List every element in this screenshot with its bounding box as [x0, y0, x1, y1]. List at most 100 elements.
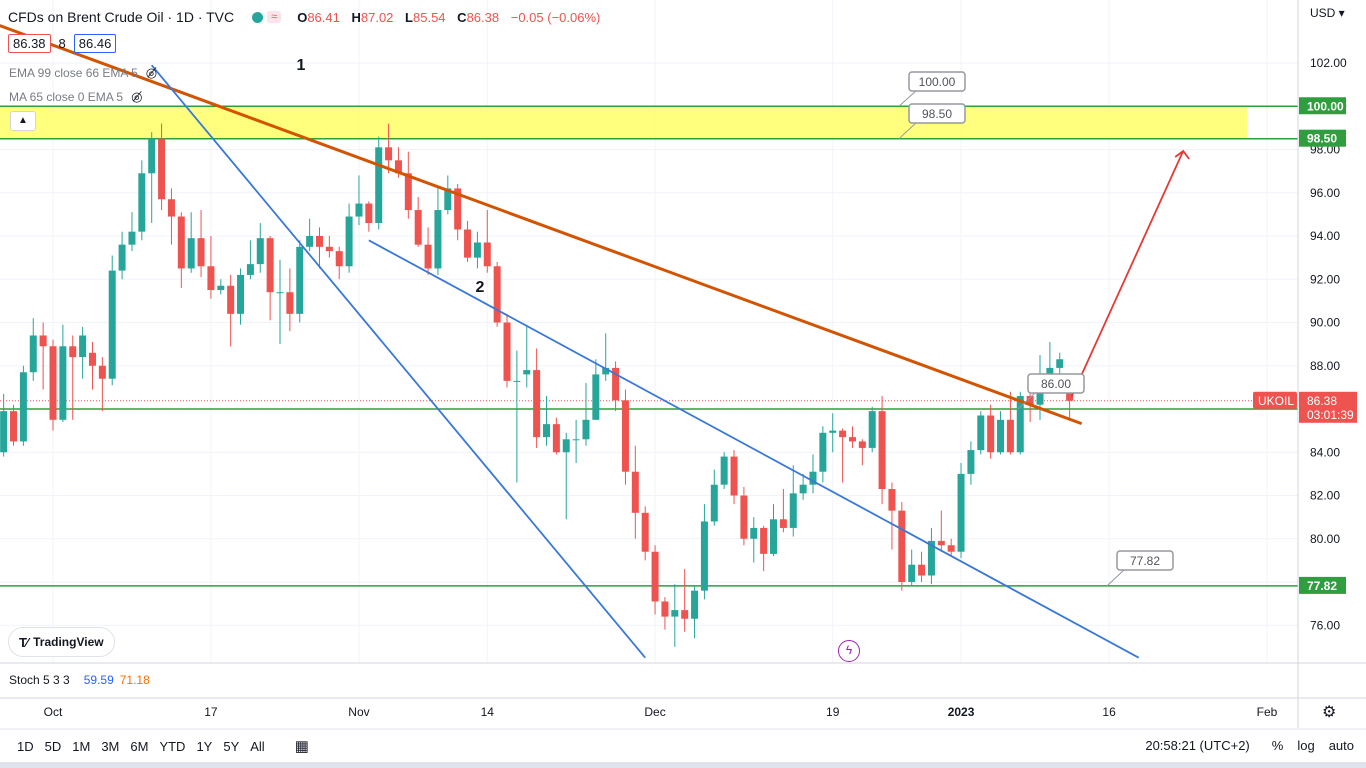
clock-time[interactable]: 20:58:21 (UTC+2) [1145, 738, 1250, 753]
descending-trendline [0, 24, 1083, 426]
callout-77.82: 77.82 [1130, 554, 1160, 568]
candle-up [444, 188, 452, 211]
timeframe-1y[interactable]: 1Y [196, 738, 213, 754]
candle-down [779, 519, 787, 528]
lightning-icon[interactable]: ϟ [838, 640, 860, 662]
timeframe-1d[interactable]: 1D [17, 738, 34, 754]
candle-down [740, 495, 748, 539]
eye-off-icon[interactable]: ◎̸ [145, 65, 158, 80]
candle-up [59, 346, 67, 420]
level-price-tag [1299, 97, 1346, 115]
symbol-title[interactable]: CFDs on Brent Crude Oil · 1D · TVC [8, 9, 235, 25]
y-tick-label: 76.00 [1310, 618, 1340, 632]
candle-down [987, 415, 995, 453]
candle-up [997, 419, 1005, 453]
candle-up [148, 138, 156, 174]
tradingview-logo[interactable]: T⁄ TradingView [8, 627, 115, 657]
chart-header: CFDs on Brent Crude Oil · 1D · TVC ≈ O86… [8, 9, 604, 25]
countdown-label: 03:01:39 [1307, 408, 1354, 422]
timeframe-all[interactable]: All [250, 738, 265, 754]
indicator-ema[interactable]: EMA 99 close 66 EMA 5 ◎̸ [9, 65, 158, 80]
candle-down [937, 540, 945, 546]
y-tick-label: 80.00 [1310, 532, 1340, 546]
candle-up [1046, 367, 1054, 375]
candle-up [0, 411, 8, 453]
candle-up [720, 456, 728, 485]
candle-up [750, 527, 758, 539]
candle-up [819, 432, 827, 472]
gear-icon[interactable]: ⚙ [1322, 704, 1337, 721]
candle-up [79, 335, 87, 358]
candle-down [533, 370, 541, 438]
timeframe-3m[interactable]: 3M [101, 738, 120, 754]
candle-down [49, 346, 57, 420]
tradingview-mark-icon: T⁄ [19, 634, 28, 650]
candle-up [543, 424, 550, 438]
candle-down [1026, 396, 1034, 405]
y-tick-label: 94.00 [1310, 229, 1340, 243]
candle-down [858, 441, 866, 448]
bid-price[interactable]: 86.38 [8, 34, 51, 53]
candle-down [10, 411, 18, 442]
candle-down [286, 292, 294, 314]
candle-down [365, 203, 373, 224]
stoch-legend[interactable]: Stoch 5 3 3 59.59 71.18 [9, 673, 150, 687]
candle-up [967, 450, 975, 474]
percent-toggle[interactable]: % [1271, 738, 1284, 753]
x-tick-label: Oct [44, 705, 63, 719]
candle-down [631, 471, 639, 513]
target-arrow [1070, 150, 1184, 398]
candle-down [651, 551, 659, 602]
candle-down [335, 251, 343, 267]
callout-86.00: 86.00 [1041, 377, 1071, 391]
candle-up [345, 216, 353, 267]
callout-box [1116, 550, 1174, 571]
candle-up [296, 246, 304, 314]
indicator-ma[interactable]: MA 65 close 0 EMA 5 ◎̸ [9, 89, 143, 104]
candle-up [691, 590, 699, 619]
candle-up [770, 519, 778, 554]
candle-up [187, 238, 195, 269]
channel-line-1 [151, 64, 646, 659]
timeframe-6m[interactable]: 6M [130, 738, 149, 754]
eye-off-icon[interactable]: ◎̸ [131, 89, 143, 104]
candle-up [108, 270, 116, 379]
target-arrow-head [1174, 149, 1190, 160]
chevron-up-icon[interactable]: ▲ [10, 111, 36, 131]
candle-up [1016, 396, 1024, 453]
candle-up [602, 367, 610, 375]
candle-down [177, 216, 185, 269]
timeframe-ytd[interactable]: YTD [159, 738, 186, 754]
calendar-icon[interactable]: ▦ [294, 738, 309, 755]
candle-up [592, 374, 600, 420]
candle-up [710, 484, 718, 522]
x-tick-label: Nov [348, 705, 369, 719]
level-price-tag [1299, 576, 1346, 594]
currency-selector[interactable]: USD ▾ [1310, 6, 1345, 20]
candle-up [256, 238, 264, 265]
level-price-tag [1299, 129, 1346, 147]
candle-down [612, 367, 620, 401]
timeframe-5y[interactable]: 5Y [223, 738, 240, 754]
candle-up [868, 411, 876, 448]
auto-toggle[interactable]: auto [1328, 738, 1354, 753]
candle-up [375, 147, 383, 224]
candle-up [434, 210, 442, 269]
y-tick-label: 90.00 [1310, 316, 1340, 330]
ask-price[interactable]: 86.46 [73, 34, 117, 53]
timeframe-1m[interactable]: 1M [72, 738, 91, 754]
wave-label-1: 1 [297, 57, 306, 74]
candle-up [523, 370, 531, 375]
candle-up [128, 231, 136, 245]
candle-up [572, 439, 580, 441]
log-toggle[interactable]: log [1297, 738, 1315, 753]
candle-down [197, 238, 205, 267]
candle-up [700, 521, 708, 591]
candle-up [217, 285, 225, 291]
candle-down [848, 437, 856, 442]
x-tick-label: Feb [1257, 705, 1278, 719]
candle-down [325, 246, 333, 252]
timeframe-5d[interactable]: 5D [44, 738, 62, 754]
wave-icon[interactable]: ≈ [267, 11, 282, 23]
